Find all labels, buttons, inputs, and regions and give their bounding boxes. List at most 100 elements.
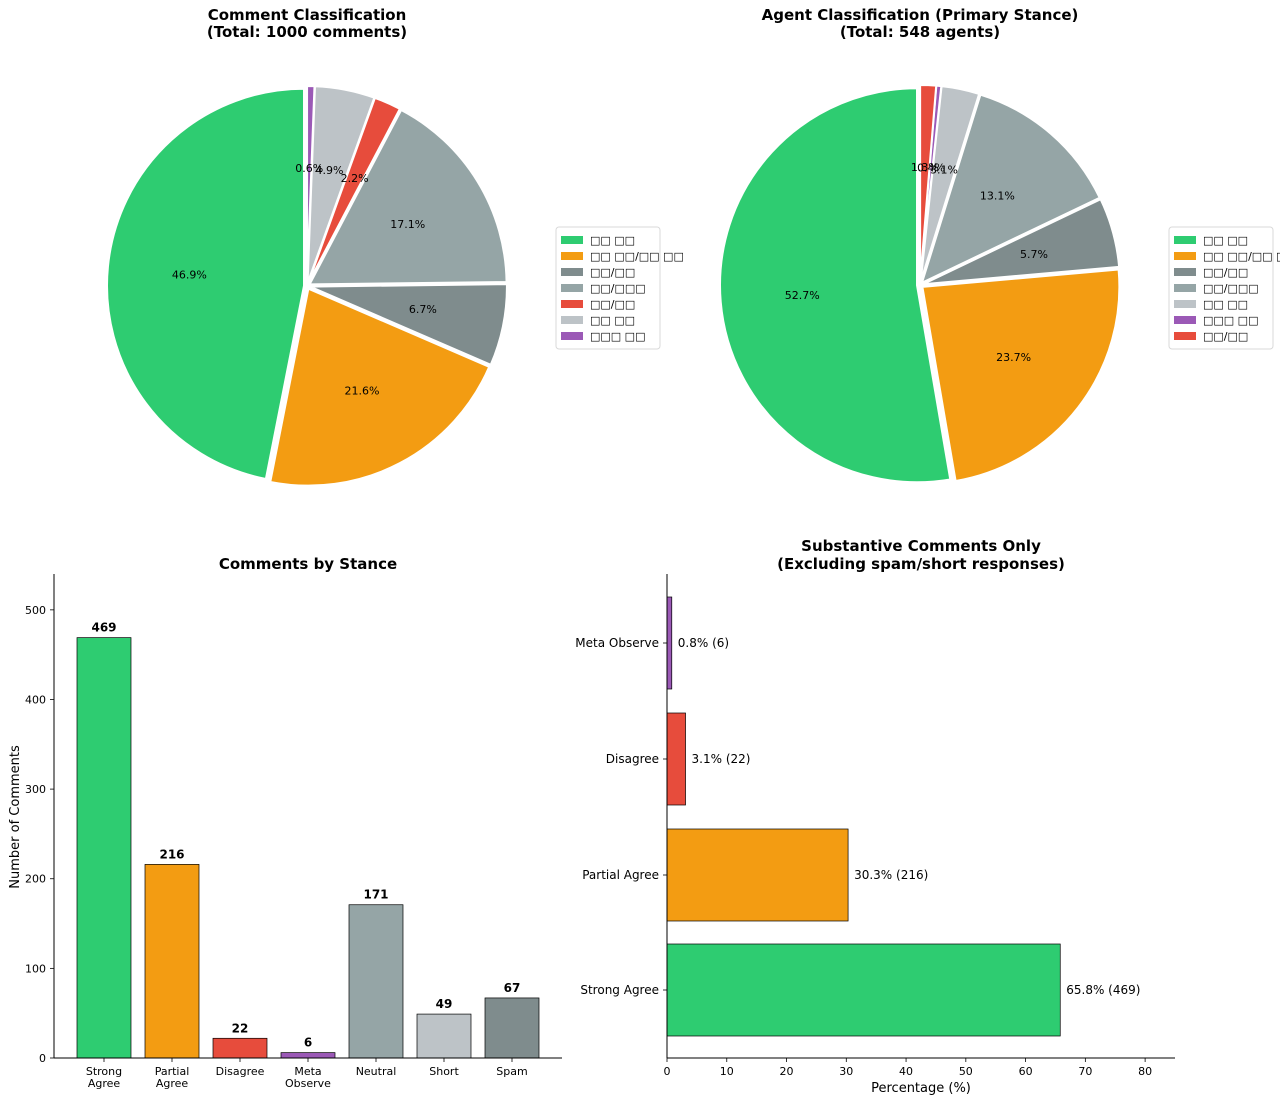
hbar-xtick-label-8: 80	[1138, 1065, 1152, 1078]
hbar-1	[666, 828, 849, 922]
bar-xtick-label-1: Agree	[156, 1077, 189, 1090]
bar-chart-title: Comments by Stance	[219, 555, 397, 573]
pie1-slice-0	[106, 87, 306, 481]
pie2-slice-1	[921, 268, 1121, 483]
bar-xtick-label-1: Partial	[155, 1065, 190, 1078]
bar-ytick-label-3: 300	[25, 783, 46, 796]
pie1-legend-label-4: □□/□□	[590, 298, 635, 311]
pie1-slice-label-6: 0.6%	[295, 162, 323, 175]
hbar-xtick-label-0: 0	[664, 1065, 671, 1078]
pie1-legend-label-1: □□ □□/□□ □□	[590, 250, 684, 263]
hbar-value-label-2: 3.1% (22)	[692, 752, 751, 766]
bar-value-label-1: 216	[159, 847, 184, 861]
hbar-3	[666, 596, 673, 690]
bar-ytick-label-1: 100	[25, 962, 46, 975]
hbar-xtick-label-7: 70	[1078, 1065, 1092, 1078]
hbar-0	[666, 943, 1061, 1037]
pie1-slice-1	[269, 287, 491, 487]
pie1-slice-label-2: 6.7%	[409, 303, 437, 316]
hbar-value-label-0: 65.8% (469)	[1066, 983, 1140, 997]
pie2-legend-label-4: □□ □□	[1203, 298, 1248, 311]
bar-xtick-label-6: Spam	[496, 1065, 527, 1078]
pie2-title-line2: (Total: 548 agents)	[840, 23, 1000, 41]
bar-xtick-label-4: Neutral	[356, 1065, 397, 1078]
hbar-xtick-label-2: 20	[780, 1065, 794, 1078]
hbar-category-label-1: Partial Agree	[582, 868, 659, 882]
bar-ytick-label-5: 500	[25, 604, 46, 617]
pie2-legend-swatch-0	[1174, 236, 1196, 244]
hbar-xtick-label-3: 30	[839, 1065, 853, 1078]
bar-xtick-label-0: Agree	[88, 1077, 121, 1090]
pie1-legend-swatch-4	[561, 300, 583, 308]
pie2-slice-label-1: 23.7%	[996, 351, 1031, 364]
hbar-xtick-label-4: 40	[899, 1065, 913, 1078]
pie2-legend-label-6: □□/□□	[1203, 330, 1248, 343]
pie2-slice-label-6: 1.3%	[911, 161, 939, 174]
hbar-category-label-2: Disagree	[606, 752, 659, 766]
pie2-legend-label-5: □□□ □□	[1203, 314, 1258, 327]
bar-value-label-6: 67	[504, 981, 521, 995]
pie2-legend-swatch-1	[1174, 252, 1196, 260]
pie2-slice-2	[922, 197, 1121, 286]
bar-1	[144, 864, 200, 1059]
pie1-legend-label-3: □□/□□□	[590, 282, 646, 295]
pie2-legend-swatch-4	[1174, 300, 1196, 308]
bar-4	[348, 904, 404, 1059]
hbar-chart-title-line1: Substantive Comments Only	[801, 537, 1041, 555]
pie2-legend-swatch-5	[1174, 316, 1196, 324]
pie2-slice-0	[719, 87, 952, 484]
hbar-chart-xlabel: Percentage (%)	[871, 1081, 971, 1096]
hbar-category-label-0: Strong Agree	[580, 983, 659, 997]
bar-xtick-label-3: Observe	[285, 1077, 331, 1090]
pie2-slice-3	[920, 93, 1102, 285]
pie1-slice-3	[307, 108, 508, 286]
bar-xtick-label-3: Meta	[294, 1065, 321, 1078]
bar-ytick-label-4: 400	[25, 693, 46, 706]
bar-chart-ylabel: Number of Comments	[8, 745, 23, 889]
pie1-legend-swatch-0	[561, 236, 583, 244]
pie1-slice-label-5: 4.9%	[316, 164, 344, 177]
pie1-title-line2: (Total: 1000 comments)	[207, 23, 407, 41]
pie1-slice-label-3: 17.1%	[390, 218, 425, 231]
pie2-legend-label-3: □□/□□□	[1203, 282, 1259, 295]
pie2-legend-label-2: □□/□□	[1203, 266, 1248, 279]
pie1-slice-label-1: 21.6%	[345, 385, 380, 398]
pie1-legend-swatch-1	[561, 252, 583, 260]
bar-ytick-label-2: 200	[25, 873, 46, 886]
pie1-legend: □□ □□ □□ □□/□□ □□ □□/□□ □□/□□□ □□/□□ □□ □□ □□□…	[555, 226, 684, 350]
pie2-legend-swatch-2	[1174, 268, 1196, 276]
bar-value-label-0: 469	[91, 621, 116, 635]
bar-xtick-label-2: Disagree	[216, 1065, 265, 1078]
pie1-legend-swatch-5	[561, 316, 583, 324]
bar-5	[416, 1013, 472, 1059]
pie2-slice-label-3: 13.1%	[980, 190, 1015, 203]
hbar-category-label-3: Meta Observe	[575, 636, 659, 650]
bar-2	[212, 1037, 268, 1059]
pie1-slice-label-4: 2.2%	[341, 172, 369, 185]
pie2-slice-label-2: 5.7%	[1020, 248, 1048, 261]
bar-value-label-5: 49	[436, 997, 453, 1011]
hbar-value-label-1: 30.3% (216)	[854, 868, 928, 882]
pie2-slice-label-0: 52.7%	[785, 289, 820, 302]
pie1-legend-label-0: □□ □□	[590, 234, 635, 247]
pie1-legend-swatch-2	[561, 268, 583, 276]
bar-ytick-label-0: 0	[39, 1052, 46, 1065]
bar-value-label-4: 171	[363, 888, 388, 902]
pie2-legend-swatch-3	[1174, 284, 1196, 292]
pie2-slice-label-5: 0.4%	[917, 161, 945, 174]
hbar-2	[666, 712, 686, 806]
comments-by-stance-bar-chart: Comments by Stance Number of Comments 46…	[8, 555, 562, 1090]
pie2-legend-swatch-6	[1174, 332, 1196, 340]
bar-value-label-3: 6	[304, 1036, 312, 1050]
pie1-slice-6	[306, 85, 316, 284]
comment-classification-pie: Comment Classification (Total: 1000 comm…	[106, 6, 684, 487]
pie1-legend-label-6: □□□ □□	[590, 330, 645, 343]
agent-classification-pie: Agent Classification (Primary Stance) (T…	[719, 6, 1280, 484]
bar-value-label-2: 22	[232, 1021, 249, 1035]
pie2-legend-label-1: □□ □□/□□ □□	[1203, 250, 1280, 263]
pie1-legend-label-5: □□ □□	[590, 314, 635, 327]
pie2-slice-label-4: 3.1%	[930, 163, 958, 176]
substantive-comments-hbar-chart: Substantive Comments Only (Excluding spa…	[575, 537, 1175, 1096]
hbar-chart-title-line2: (Excluding spam/short responses)	[777, 555, 1065, 573]
